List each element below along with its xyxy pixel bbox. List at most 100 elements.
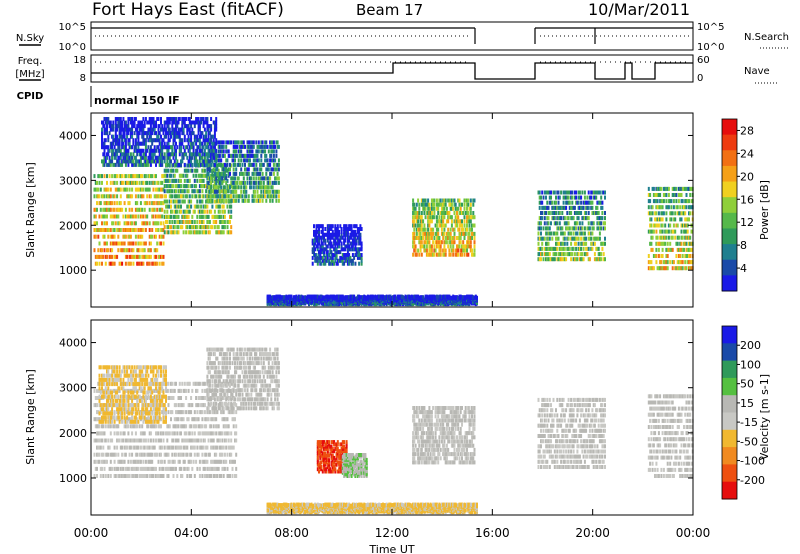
power-cell — [131, 254, 134, 259]
power-cell — [144, 145, 147, 150]
power-cell — [126, 187, 129, 192]
power-cell — [146, 162, 149, 167]
power-cell — [311, 241, 314, 246]
power-cell — [103, 194, 106, 199]
power-cell — [324, 255, 327, 260]
power-cell — [193, 162, 196, 167]
power-cell — [186, 124, 189, 129]
power-cell — [542, 226, 545, 231]
power-cell — [262, 189, 265, 194]
power-cell — [275, 176, 278, 181]
power-cell — [679, 186, 682, 191]
power-cell — [143, 174, 146, 179]
power-cell — [582, 257, 585, 262]
power-cell — [166, 214, 169, 219]
power-cell — [134, 148, 137, 153]
power-cell — [151, 155, 154, 160]
power-cell — [582, 200, 585, 205]
power-cell — [329, 247, 332, 252]
power-cell — [227, 198, 230, 203]
power-cell — [557, 205, 560, 210]
power-cell — [138, 234, 141, 239]
power-cell — [356, 294, 359, 299]
power-cell — [651, 186, 654, 191]
power-cell — [188, 225, 191, 230]
power-cell — [211, 194, 214, 199]
power-cell — [264, 189, 267, 194]
power-cell — [684, 241, 687, 246]
power-cell — [112, 241, 115, 246]
power-cell — [207, 140, 210, 145]
power-cell — [163, 230, 166, 235]
power-cell — [271, 194, 274, 199]
power-cell — [443, 231, 446, 236]
power-cell — [142, 131, 145, 136]
power-cell — [107, 234, 110, 239]
power-cell — [420, 240, 423, 245]
power-cell — [686, 235, 689, 240]
power-cell — [161, 194, 164, 199]
power-cell — [353, 232, 356, 237]
power-cell — [160, 120, 162, 125]
power-cell — [195, 159, 198, 164]
power-cell — [319, 235, 322, 240]
power-cell — [286, 295, 289, 300]
power-cell — [202, 124, 205, 129]
power-cell — [600, 257, 603, 262]
power-cell — [324, 261, 327, 266]
power-cell — [649, 241, 652, 246]
power-cell — [111, 214, 114, 219]
power-cell — [198, 155, 201, 160]
power-cell — [213, 162, 216, 167]
power-cell — [175, 127, 177, 132]
power-cell — [360, 253, 363, 257]
power-cell — [284, 295, 287, 300]
power-cell — [464, 211, 467, 215]
power-cell — [449, 198, 452, 203]
power-cell — [590, 205, 593, 210]
power-cell — [172, 127, 175, 132]
power-cell — [102, 141, 105, 146]
power-cell — [314, 294, 317, 299]
power-cell — [577, 216, 580, 221]
power-cell — [119, 201, 122, 206]
power-cell — [356, 235, 359, 240]
power-cell — [329, 238, 332, 243]
power-cell — [212, 194, 215, 199]
power-cell — [457, 252, 460, 257]
power-cell — [206, 159, 209, 164]
power-cell — [131, 228, 134, 232]
power-cell — [587, 200, 590, 205]
power-cell — [218, 176, 221, 181]
power-cell — [235, 153, 238, 158]
power-cell — [226, 158, 229, 163]
power-cell — [320, 235, 323, 240]
power-cell — [351, 229, 354, 234]
power-cell — [213, 134, 216, 139]
power-cell — [244, 162, 246, 167]
power-cell — [371, 294, 374, 299]
power-cell — [210, 198, 213, 203]
power-cell — [166, 204, 169, 209]
power-cell — [206, 220, 209, 224]
power-cell — [412, 215, 415, 220]
power-cell — [97, 234, 100, 239]
power-cell — [321, 250, 324, 255]
power-cell — [172, 168, 175, 173]
power-cell — [449, 240, 452, 245]
power-cell — [254, 167, 256, 172]
power-cell — [588, 257, 591, 262]
power-cell — [165, 120, 167, 125]
power-cell — [161, 127, 164, 132]
power-cell — [667, 235, 670, 240]
power-cell — [467, 202, 470, 207]
power-cell — [173, 159, 176, 164]
power-cell — [655, 235, 658, 240]
power-cell — [471, 223, 473, 228]
power-cell — [202, 159, 205, 164]
power-cell — [180, 189, 182, 194]
power-cell — [131, 221, 134, 226]
power-cell — [453, 219, 456, 224]
power-cell — [123, 134, 126, 139]
power-cell — [585, 211, 588, 215]
